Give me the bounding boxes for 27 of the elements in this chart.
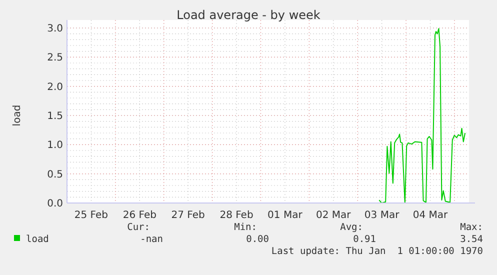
text: 0.00 — [246, 234, 270, 245]
x-tick-label: 25 Feb — [74, 210, 108, 221]
y-tick-label: 3.0 — [47, 24, 63, 34]
text: 3.54 — [460, 234, 484, 245]
x-tick-label: 01 Mar — [268, 210, 304, 221]
x-tick-label: 27 Feb — [171, 210, 205, 221]
text: Last update: Thu Jan 1 01:00:00 1970 — [271, 246, 484, 257]
x-tick-label: 03 Mar — [364, 210, 400, 221]
y-tick-label: 1.5 — [47, 111, 63, 122]
text: Max: — [460, 222, 483, 233]
y-tick-label: 1.0 — [47, 140, 63, 152]
y-tick-label: 0.0 — [47, 198, 63, 210]
x-tick-label: 28 Feb — [220, 210, 254, 221]
text: -nan — [140, 234, 163, 245]
text: Avg: — [340, 222, 363, 233]
x-tick-label: 26 Feb — [122, 210, 156, 221]
legend-label: load — [26, 234, 49, 245]
x-tick-label: 04 Mar — [412, 210, 449, 221]
y-tick-label: 2.0 — [47, 82, 63, 93]
chart-title: Load average - by week — [176, 8, 320, 22]
y-tick-label: 2.5 — [47, 52, 63, 64]
y-axis-title: load — [12, 104, 23, 126]
x-tick-label: 02 Mar — [316, 210, 352, 221]
text: Min: — [234, 222, 257, 233]
text: Cur: — [127, 222, 150, 233]
y-tick-label: 0.5 — [47, 169, 63, 180]
text: 0.91 — [353, 234, 376, 245]
